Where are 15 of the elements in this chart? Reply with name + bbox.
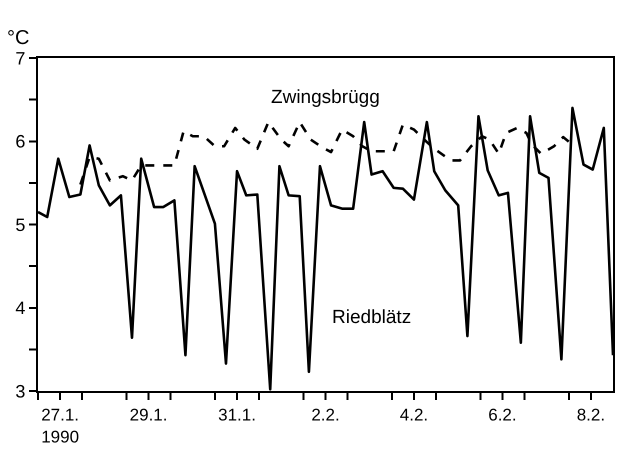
- x-tick-label: 6.2.: [488, 405, 517, 424]
- series-label: Zwingsbrügg: [271, 87, 380, 108]
- x-tick-label: 31.1.: [218, 405, 256, 424]
- x-tick-label: 4.2.: [400, 405, 428, 424]
- y-tick-label: 3: [15, 381, 26, 402]
- x-tick-label: 8.2.: [576, 405, 606, 424]
- x-tick-label: 29.1.: [130, 405, 168, 424]
- x-tick-label: 27.1. 1990: [41, 405, 80, 446]
- y-tick-label: 7: [15, 48, 26, 68]
- y-tick-label: 4: [15, 298, 26, 318]
- y-tick-label: 5: [15, 214, 26, 235]
- series-label: Riedblätz: [332, 307, 412, 328]
- y-tick-label: 6: [15, 132, 26, 152]
- x-tick-label: 2.2.: [311, 405, 340, 424]
- y-axis-title: °C: [7, 27, 30, 49]
